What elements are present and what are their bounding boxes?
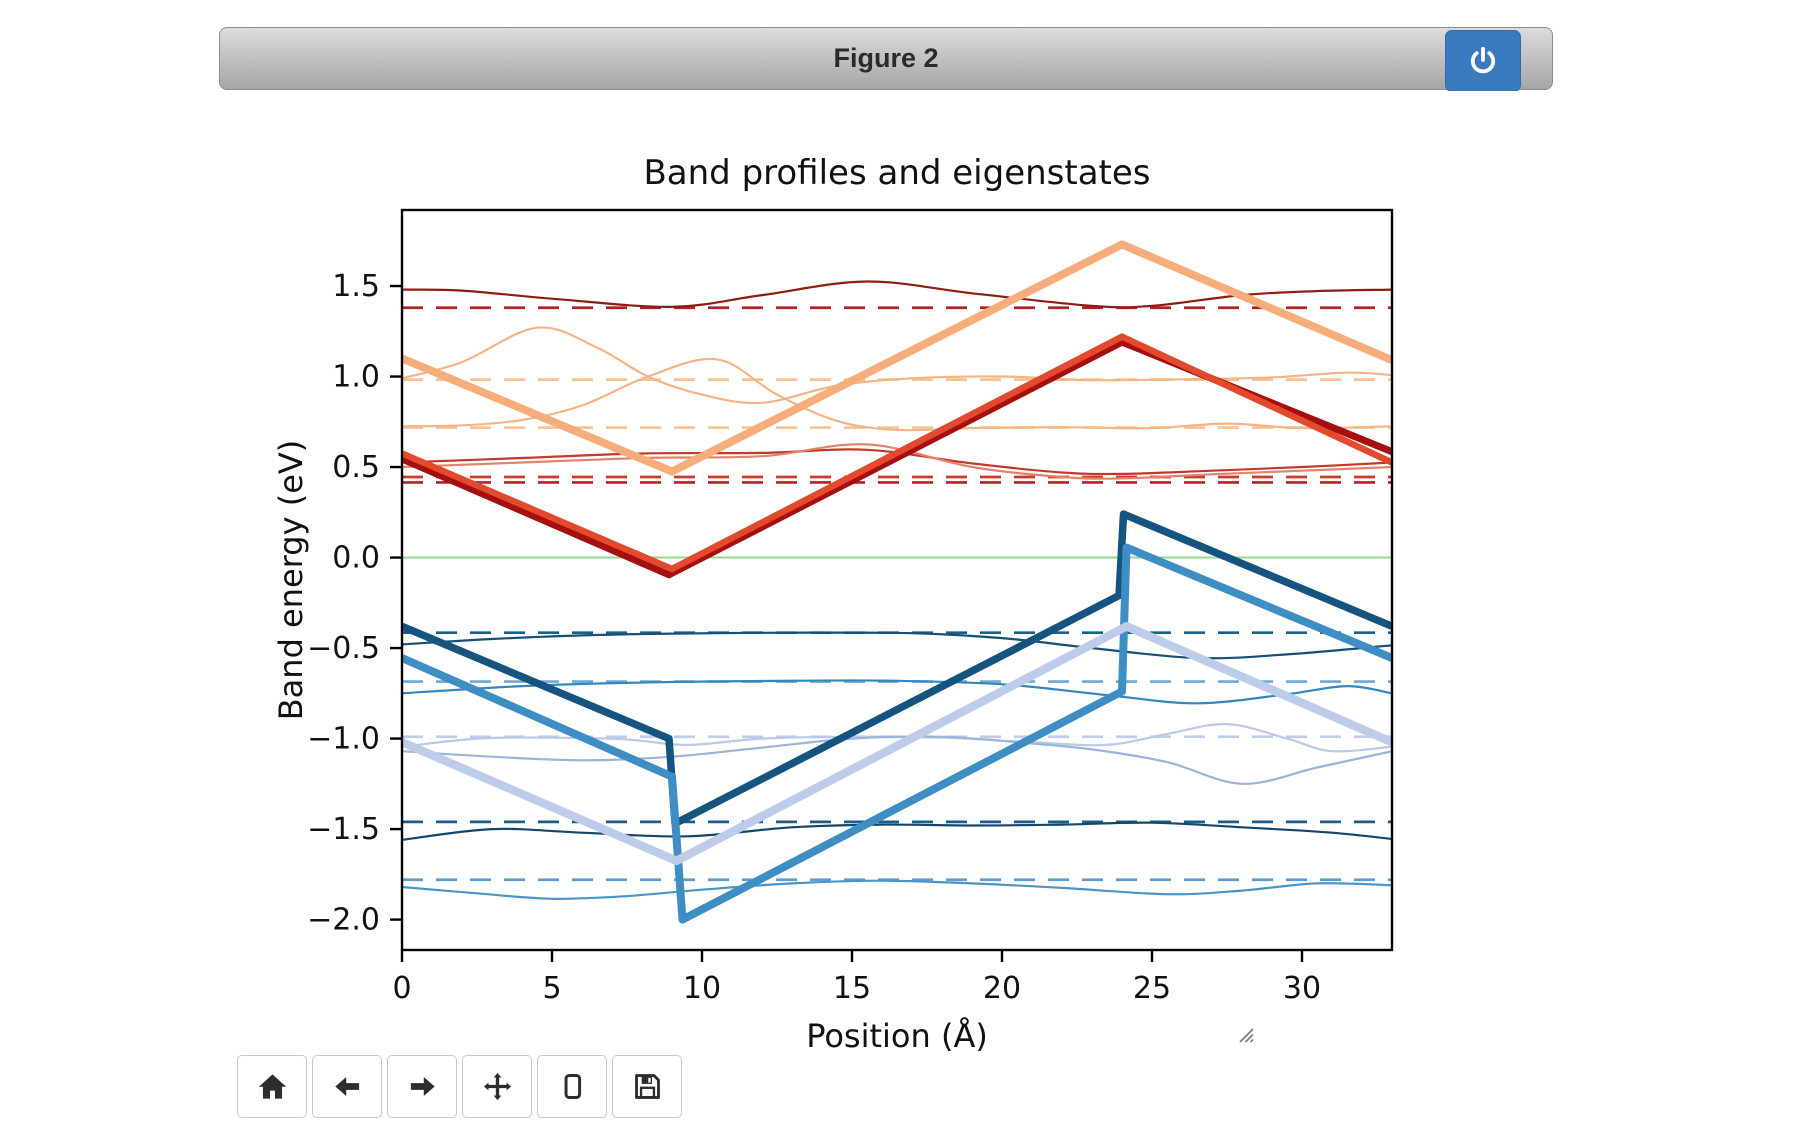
y-axis-label: Band energy (eV)	[272, 439, 310, 721]
y-tick-label: −2.0	[307, 903, 380, 938]
arrow-left-icon	[332, 1071, 363, 1102]
y-tick-label: 0.0	[332, 541, 380, 576]
resize-grip-icon	[1239, 1028, 1254, 1043]
figure-canvas[interactable]: 0 5 10 15 20 25 30 1.5 1.0 0.5 0.0 −0.5 −1.0 −1.5 −2.0…	[219, 91, 1553, 1055]
wavefunction-line	[402, 357, 1392, 432]
toolbar-button-download[interactable]	[612, 1055, 682, 1118]
wavefunction-line	[402, 443, 1392, 480]
wavefunction-line	[402, 631, 1392, 660]
x-tick-label: 5	[542, 971, 561, 1006]
arrow-right-icon	[407, 1071, 438, 1102]
move-icon	[482, 1071, 513, 1102]
toolbar-button-back[interactable]	[312, 1055, 382, 1118]
x-axis-label: Position (Å)	[806, 1017, 988, 1055]
plot-toolbar	[237, 1055, 682, 1118]
band-profile-valence-band-lavender	[402, 622, 1392, 866]
wavefunction-line	[402, 821, 1392, 841]
plot-spines	[400, 208, 1394, 952]
figure-titlebar[interactable]: Figure 2	[219, 27, 1553, 90]
x-tick-label: 30	[1283, 971, 1321, 1006]
home-icon	[257, 1071, 288, 1102]
band-profile-conduction-band-bright	[402, 333, 1392, 573]
x-tick-label: 20	[983, 971, 1021, 1006]
zoom-rect-icon	[557, 1071, 588, 1102]
y-tick-label: −1.5	[307, 812, 380, 847]
y-tick-label: 1.5	[332, 269, 380, 304]
y-tick-label: −1.0	[307, 722, 380, 757]
band-profile-valence-band-steel	[402, 543, 1392, 924]
wavefunction-line	[402, 735, 1392, 785]
y-tick-label: −0.5	[307, 631, 380, 666]
wavefunction-line	[402, 448, 1392, 476]
figure-window: Figure 2 0 5 10 15 20 25 30 1.5 1.0 0.5 0.0 −0.5 −1.…	[219, 27, 1555, 1127]
band-profile-valence-band-navy	[402, 510, 1392, 828]
y-tick-label: 1.0	[332, 360, 380, 395]
wavefunction-line	[402, 879, 1392, 900]
plot-lines	[402, 240, 1392, 924]
x-tick-label: 0	[392, 971, 411, 1006]
resize-handle[interactable]	[1238, 1027, 1254, 1043]
figure-title: Figure 2	[833, 43, 939, 73]
band-profile-conduction-band-dark	[402, 338, 1392, 579]
power-icon	[1466, 44, 1500, 78]
power-button[interactable]	[1445, 30, 1521, 92]
x-tick-label: 25	[1133, 971, 1171, 1006]
save-icon	[632, 1071, 663, 1102]
x-tick-label: 10	[683, 971, 721, 1006]
toolbar-button-pan[interactable]	[462, 1055, 532, 1118]
chart-title: Band profiles and eigenstates	[643, 153, 1151, 193]
band-profile-conduction-band-light	[402, 240, 1392, 476]
plot-area[interactable]: 0 5 10 15 20 25 30 1.5 1.0 0.5 0.0 −0.5 −1.0 −1.5 −2.0	[219, 91, 1553, 1041]
y-tick-label: 0.5	[332, 450, 380, 485]
toolbar-button-forward[interactable]	[387, 1055, 457, 1118]
x-tick-label: 15	[833, 971, 871, 1006]
toolbar-button-home[interactable]	[237, 1055, 307, 1118]
toolbar-button-zoom[interactable]	[537, 1055, 607, 1118]
